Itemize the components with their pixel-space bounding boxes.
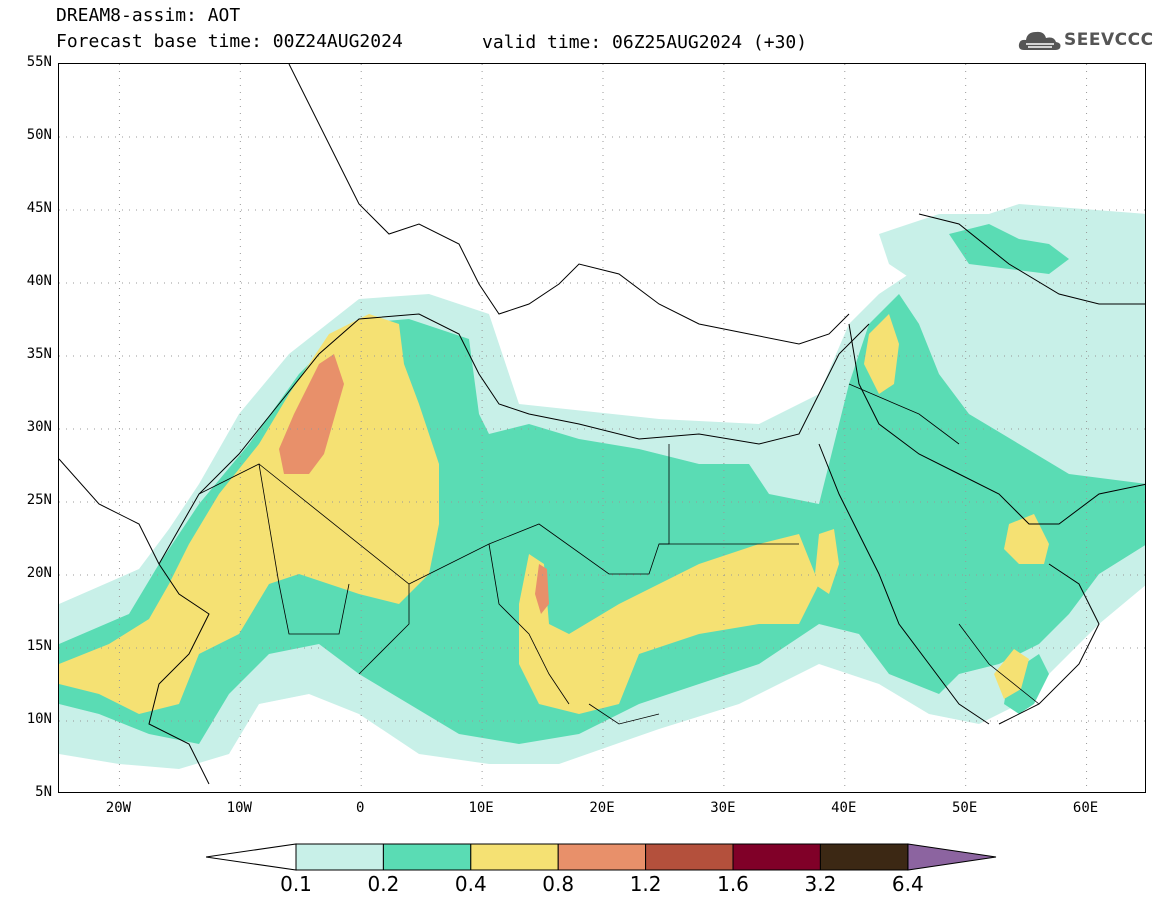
lat-tick-label: 50N bbox=[26, 127, 52, 143]
colorbar-box bbox=[645, 843, 734, 871]
lat-tick-label: 35N bbox=[26, 346, 52, 362]
lon-tick-label: 40E bbox=[831, 800, 857, 816]
colorbar-level-label: 0.8 bbox=[542, 872, 575, 896]
lon-tick-label: 60E bbox=[1072, 800, 1099, 816]
lat-tick-label: 55N bbox=[26, 54, 52, 70]
lon-tick-label: 0 bbox=[356, 800, 365, 816]
borders bbox=[198, 383, 1040, 725]
aot-layer-0.8 bbox=[279, 354, 549, 614]
colorbar-level-label: 6.4 bbox=[891, 872, 924, 896]
colorbar-lower-extension bbox=[206, 843, 297, 871]
colorbar-box bbox=[557, 843, 647, 871]
valid-time: valid time: 06Z25AUG2024 (+30) bbox=[482, 32, 808, 53]
aot-layer-0.4 bbox=[59, 314, 1049, 714]
colorbar-boxes bbox=[295, 843, 909, 871]
cloud-icon bbox=[1018, 31, 1061, 50]
colorbar-level-label: 1.2 bbox=[629, 872, 662, 896]
logo-text: SEEVCCC bbox=[1064, 30, 1154, 50]
forecast-base-time: Forecast base time: 00Z24AUG2024 bbox=[56, 31, 403, 52]
coastlines bbox=[59, 64, 1145, 785]
colorbar-level-label: 3.2 bbox=[804, 872, 837, 896]
colorbar-level-label: 1.6 bbox=[717, 872, 749, 896]
lon-tick-label: 30E bbox=[710, 800, 736, 816]
lat-tick-label: 15N bbox=[26, 638, 52, 654]
colorbar-box bbox=[732, 843, 821, 871]
colorbar-level-label: 0.4 bbox=[454, 872, 487, 896]
lat-tick-label: 10N bbox=[26, 711, 52, 727]
lat-tick-label: 20N bbox=[26, 565, 52, 581]
lat-tick-label: 30N bbox=[26, 419, 52, 435]
map-area bbox=[58, 63, 1146, 793]
lon-tick-label: 10E bbox=[468, 800, 494, 816]
lat-tick-label: 45N bbox=[26, 200, 52, 216]
lon-tick-label: 50E bbox=[952, 800, 978, 816]
colorbar-box bbox=[470, 843, 559, 871]
colorbar-upper-extension bbox=[907, 843, 997, 871]
colorbar-box bbox=[295, 843, 384, 871]
lat-tick-label: 40N bbox=[26, 273, 52, 289]
aot-map bbox=[59, 64, 1145, 792]
lon-tick-label: 10W bbox=[226, 800, 252, 816]
map-title: DREAM8-assim: AOT bbox=[56, 5, 241, 26]
colorbar-box bbox=[382, 843, 472, 871]
lat-tick-label: 25N bbox=[26, 492, 52, 508]
lon-tick-label: 20E bbox=[589, 800, 615, 816]
colorbar bbox=[206, 843, 997, 871]
gridlines bbox=[59, 64, 1145, 792]
colorbar-level-label: 0.1 bbox=[280, 872, 312, 896]
colorbar-box bbox=[819, 843, 909, 871]
colorbar-level-label: 0.2 bbox=[367, 872, 400, 896]
lat-tick-label: 5N bbox=[35, 784, 52, 800]
seevccc-logo: SEEVCCC bbox=[1018, 28, 1153, 54]
lon-tick-label: 20W bbox=[105, 800, 132, 816]
